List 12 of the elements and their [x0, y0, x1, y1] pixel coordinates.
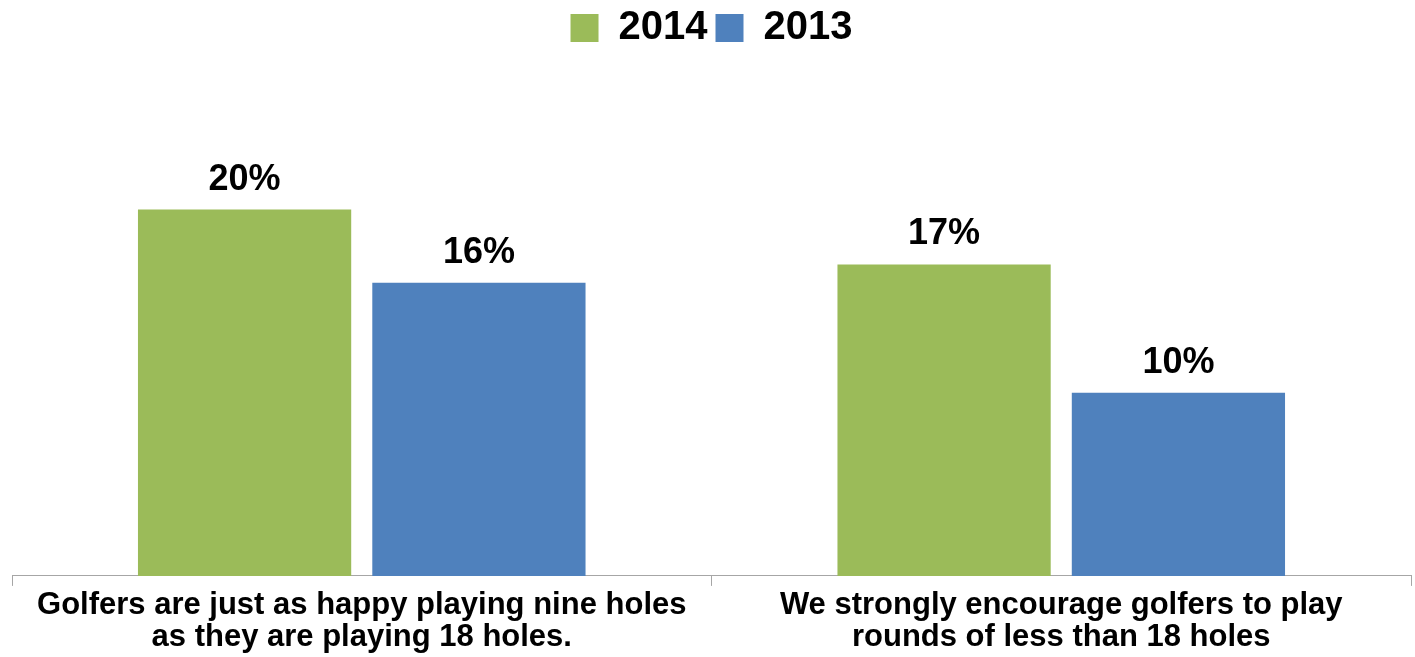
- data-label: 17%: [908, 211, 981, 253]
- x-tick-label: We strongly encourage golfers to play rounds of less than 18 holes: [779, 585, 1344, 654]
- data-label: 20%: [208, 156, 281, 198]
- legend-label: 2013: [763, 3, 853, 48]
- data-label: 16%: [442, 229, 515, 271]
- x-tick-label: Golfers are just as happy playing nine holes as they are playing 18 holes.: [37, 585, 687, 654]
- bar: [837, 264, 1051, 576]
- data-label: 10%: [1142, 339, 1215, 381]
- bar: [137, 209, 352, 576]
- bar: [1071, 392, 1286, 576]
- bar: [372, 282, 586, 576]
- legend-label: 2014: [618, 3, 709, 48]
